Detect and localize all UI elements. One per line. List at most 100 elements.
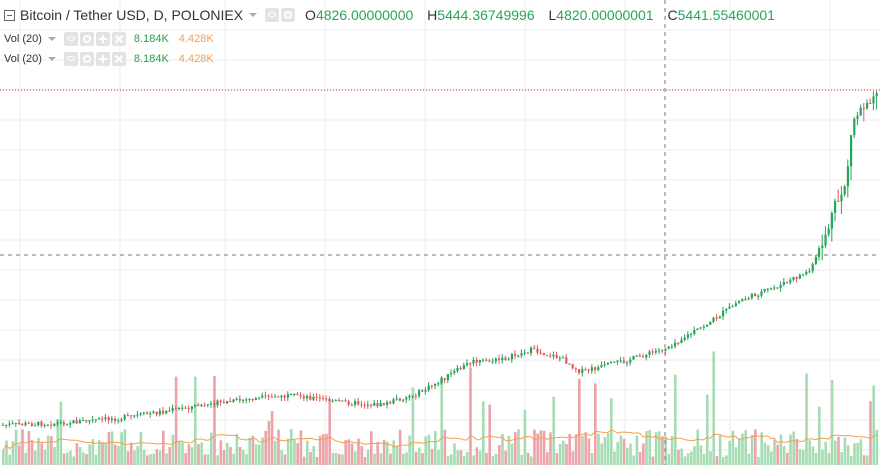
candle-body — [354, 401, 357, 405]
volume-bar — [78, 447, 82, 465]
low-value: 4820.00000001 — [556, 7, 654, 23]
candle-body — [709, 321, 712, 325]
candle-body — [459, 367, 462, 370]
candle-body — [261, 395, 264, 398]
volume-bar — [843, 437, 847, 465]
candle-body — [651, 351, 654, 353]
candle-body — [482, 359, 485, 361]
candle-body — [238, 398, 241, 401]
candle-body — [309, 396, 312, 400]
candle-body — [270, 396, 273, 398]
candle-body — [603, 364, 606, 366]
volume-bar — [818, 406, 821, 465]
volume-bar — [149, 454, 152, 465]
open-label: O — [305, 7, 316, 23]
volume-bar — [872, 385, 875, 465]
candle-body — [875, 93, 878, 97]
candle-body — [667, 346, 670, 349]
volume-bar — [693, 446, 696, 465]
candle-body — [578, 369, 581, 373]
close-label: C — [667, 7, 678, 23]
volume-indicator-legend: Vol (20) 8.184K 4.428K — [4, 32, 214, 46]
candle-body — [274, 396, 277, 398]
volume-bar — [229, 447, 232, 465]
candle-body — [526, 352, 529, 354]
volume-bar — [107, 432, 111, 465]
volume-bar — [517, 429, 520, 465]
eye-icon[interactable] — [63, 52, 78, 66]
candle-body — [462, 365, 465, 370]
symbol-title[interactable]: Bitcoin / Tether USD, D, POLONIEX — [20, 7, 244, 23]
dropdown-caret-icon[interactable] — [47, 37, 56, 41]
volume-bar — [120, 432, 123, 465]
candle-body — [443, 378, 446, 380]
candle-body — [296, 393, 299, 395]
volume-bar — [101, 442, 104, 465]
plus-icon[interactable] — [95, 32, 110, 46]
candle-body — [453, 371, 456, 373]
volume-bar — [475, 447, 479, 465]
volume-bar — [450, 454, 453, 465]
candle-body — [248, 398, 251, 400]
close-icon[interactable] — [111, 32, 126, 46]
candle-body — [322, 397, 325, 399]
candle-body — [2, 424, 5, 426]
volume-bar — [584, 432, 587, 465]
volume-bar — [606, 433, 610, 465]
volume-bar — [523, 409, 527, 465]
volume-bar — [632, 455, 635, 465]
candle-body — [357, 401, 360, 405]
volume-bar — [402, 453, 405, 465]
candle-body — [456, 367, 459, 372]
volume-bar — [174, 376, 178, 465]
volume-bar — [680, 448, 683, 465]
gear-icon[interactable] — [281, 8, 296, 22]
volume-bar — [837, 436, 840, 465]
volume-bar — [290, 429, 293, 465]
candle-body — [494, 358, 497, 362]
candle-body — [798, 274, 801, 279]
candle-body — [40, 421, 43, 426]
volume-bar — [754, 429, 757, 465]
dropdown-caret-icon[interactable] — [47, 57, 56, 61]
high-label: H — [427, 7, 438, 23]
volume-bar — [331, 452, 335, 465]
volume-bar — [37, 437, 40, 465]
volume-bar — [661, 436, 664, 465]
candle-body — [130, 415, 133, 417]
gear-icon[interactable] — [79, 32, 94, 46]
volume-bar — [824, 441, 827, 465]
candle-body — [194, 404, 197, 407]
volume-bar — [808, 440, 811, 465]
volume-bar — [530, 456, 533, 465]
candle-body — [104, 417, 107, 419]
volume-bar — [152, 453, 155, 465]
volume-indicator-label[interactable]: Vol (20) — [4, 53, 42, 65]
eye-icon[interactable] — [63, 32, 78, 46]
close-icon[interactable] — [111, 52, 126, 66]
candle-body — [763, 288, 766, 292]
candle-body — [341, 400, 344, 402]
candle-body — [168, 410, 171, 412]
volume-bar — [850, 456, 853, 465]
volume-bar — [741, 433, 744, 465]
candle-body — [504, 357, 507, 360]
dropdown-caret-icon[interactable] — [249, 13, 258, 17]
gear-icon[interactable] — [79, 52, 94, 66]
candle-body — [373, 403, 376, 406]
volume-bar — [616, 442, 619, 465]
eye-icon[interactable] — [265, 8, 280, 22]
collapse-icon[interactable] — [4, 9, 15, 21]
candle-body — [613, 361, 616, 363]
volume-bar — [50, 436, 53, 465]
volume-bar — [30, 440, 34, 465]
candle-body — [821, 245, 824, 249]
plus-icon[interactable] — [95, 52, 110, 66]
candle-body — [98, 418, 101, 420]
volume-bar — [757, 456, 760, 465]
volume-bar — [811, 446, 815, 465]
candle-body — [434, 383, 437, 386]
candle-body — [827, 228, 830, 235]
volume-indicator-label[interactable]: Vol (20) — [4, 33, 42, 45]
